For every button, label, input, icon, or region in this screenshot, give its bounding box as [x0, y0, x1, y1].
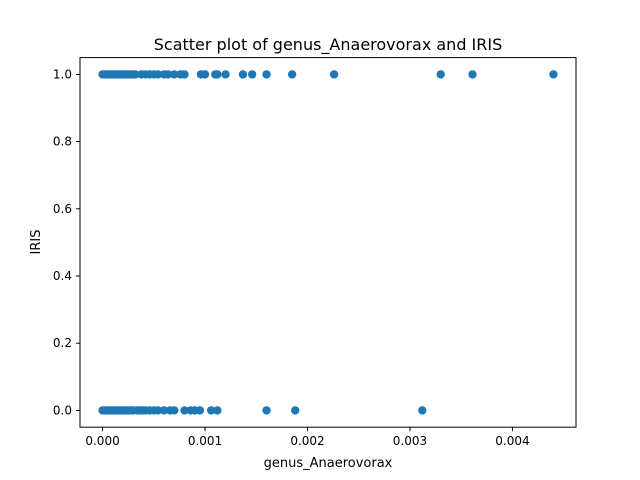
- data-point: [206, 406, 216, 415]
- data-point: [213, 70, 222, 79]
- data-point: [329, 70, 339, 79]
- data-point: [153, 70, 163, 79]
- data-point: [200, 70, 210, 79]
- x-tick-label: 0.002: [290, 434, 324, 448]
- data-point: [180, 406, 189, 415]
- y-tick-label: 0.0: [53, 403, 72, 417]
- data-point: [247, 70, 257, 79]
- data-points: [98, 70, 558, 415]
- x-axis: 0.000 0.001 0.002 0.003 0.004: [85, 427, 530, 448]
- x-tick-label: 0.000: [85, 434, 119, 448]
- y-axis: 0.0 0.2 0.4 0.6 0.8 1.0: [53, 67, 80, 417]
- data-point: [238, 70, 248, 79]
- data-point: [153, 406, 163, 415]
- data-point: [163, 70, 173, 79]
- x-tick-label: 0.004: [495, 434, 529, 448]
- y-tick-label: 0.8: [53, 135, 72, 149]
- data-point: [195, 406, 205, 415]
- data-point: [468, 70, 477, 79]
- x-axis-label: genus_Anaerovorax: [264, 456, 393, 471]
- y-tick-label: 1.0: [53, 67, 72, 81]
- y-tick-label: 0.4: [53, 269, 72, 283]
- data-point: [180, 70, 189, 79]
- data-point: [170, 70, 179, 79]
- data-point: [418, 406, 427, 415]
- data-point: [262, 406, 271, 415]
- y-tick-label: 0.2: [53, 336, 72, 350]
- chart-title: Scatter plot of genus_Anaerovorax and IR…: [154, 35, 503, 55]
- data-point: [221, 70, 230, 79]
- x-tick-label: 0.003: [393, 434, 427, 448]
- axes-frame: [79, 57, 577, 428]
- data-point: [262, 70, 271, 79]
- data-point: [131, 70, 140, 79]
- x-tick-label: 0.001: [188, 434, 222, 448]
- data-point: [159, 406, 169, 415]
- data-point: [213, 406, 222, 415]
- data-point: [170, 406, 179, 415]
- data-point: [291, 406, 300, 415]
- data-point: [436, 70, 445, 79]
- data-point: [287, 70, 297, 79]
- y-tick-label: 0.6: [53, 202, 72, 216]
- data-point: [549, 70, 558, 79]
- y-axis-label: IRIS: [29, 230, 44, 255]
